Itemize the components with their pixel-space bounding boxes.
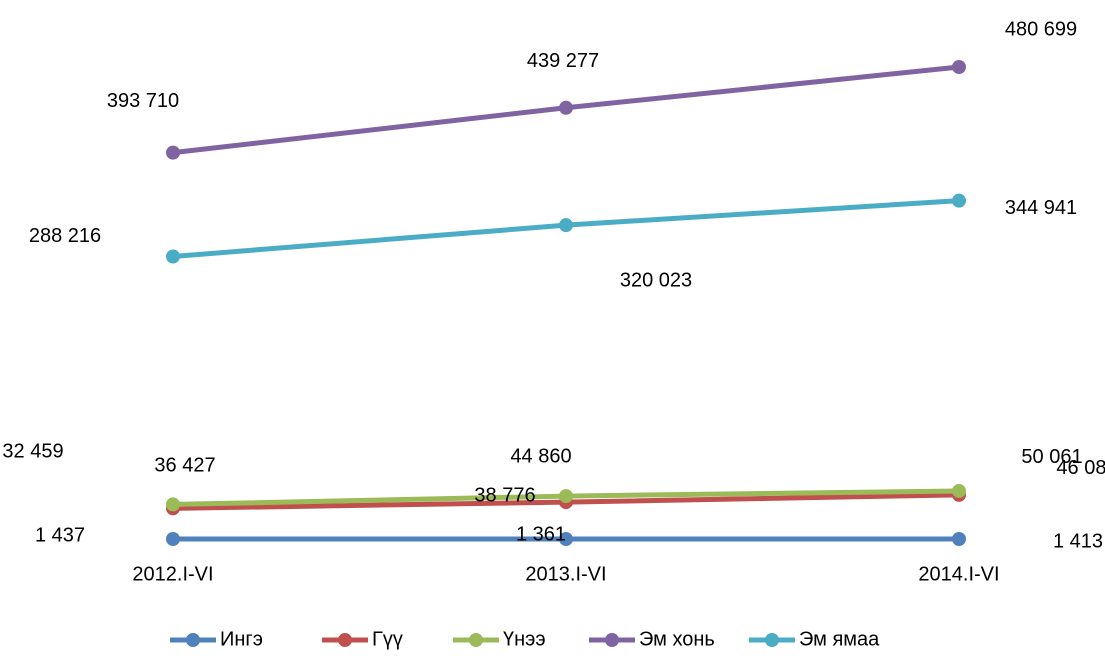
data-point [952, 483, 966, 498]
legend-item: Гүү [322, 628, 403, 650]
legend-label: Эм хонь [639, 628, 715, 650]
data-label: 344 941 [1005, 197, 1077, 219]
data-point [166, 532, 180, 546]
legend-marker [469, 633, 483, 647]
series-5 [166, 193, 966, 264]
data-label: 1 437 [35, 524, 85, 546]
data-label: 44 860 [510, 445, 571, 467]
data-point [952, 60, 966, 74]
data-label: 38 776 [474, 484, 535, 506]
data-label: 320 023 [620, 269, 692, 291]
data-label: 1 413 [1053, 530, 1103, 552]
series-3 [166, 483, 966, 512]
data-label: 46 086 [1056, 457, 1105, 479]
data-point [559, 489, 573, 504]
legend-item: Ингэ [170, 628, 263, 650]
legend-marker [605, 633, 619, 647]
legend-item: Эм хонь [589, 628, 715, 650]
legend-label: Эм ямаа [799, 628, 880, 650]
data-label: 1 361 [516, 523, 566, 545]
data-label: 32 459 [2, 441, 63, 463]
data-point [166, 145, 180, 160]
data-label: 288 216 [29, 225, 101, 247]
series-1 [166, 532, 966, 546]
data-label: 480 699 [1005, 18, 1077, 40]
data-label: 439 277 [527, 50, 599, 72]
data-point [952, 532, 966, 546]
data-point [952, 193, 966, 208]
data-label: 36 427 [154, 455, 215, 477]
series-4 [166, 60, 966, 160]
legend-label: Ингэ [220, 628, 263, 650]
data-point [166, 497, 180, 512]
legend-item: Эм ямаа [749, 628, 880, 650]
data-label: 393 710 [107, 90, 179, 112]
legend-marker [186, 633, 200, 647]
data-point [559, 100, 573, 115]
legend-marker [765, 633, 779, 647]
legend-label: Гүү [372, 628, 403, 650]
data-point [559, 532, 573, 546]
x-tick-label: 2012.I-VI [132, 563, 213, 585]
data-point [559, 218, 573, 233]
legend-label: Үнээ [503, 628, 546, 650]
x-tick-label: 2014.I-VI [918, 563, 999, 585]
data-point [166, 249, 180, 264]
legend-item: Үнээ [453, 628, 546, 650]
x-tick-label: 2013.I-VI [525, 563, 606, 585]
data-label: 50 061 [1021, 446, 1082, 468]
legend-marker [338, 633, 352, 647]
